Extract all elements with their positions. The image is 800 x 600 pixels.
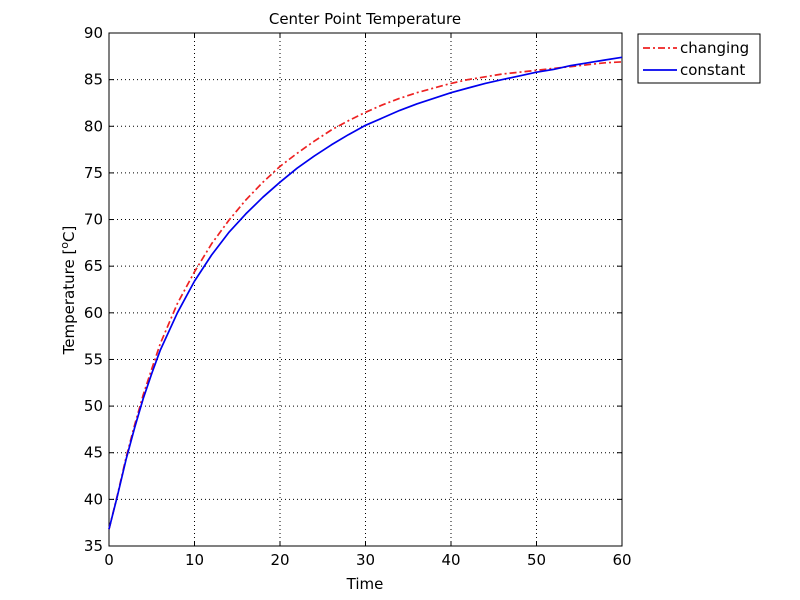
axis-ticks: 0 10 20 30 40 50 60 35 40 45 50 55 60 65 70 75 80 85 90 [84, 24, 632, 569]
y-axis-label-prefix: Temperature [ [60, 249, 78, 356]
y-axis-label: Temperature [oC] [58, 226, 78, 356]
legend-label-changing: changing [680, 39, 749, 57]
series-line-constant [108, 56, 623, 530]
x-tick-label: 50 [527, 551, 546, 569]
y-axis-label-suffix: C] [60, 226, 78, 242]
y-tick-label: 85 [84, 71, 103, 89]
y-tick-label: 70 [84, 211, 103, 229]
legend: changing constant [637, 33, 761, 84]
y-tick-label: 75 [84, 164, 103, 182]
y-tick-label: 65 [84, 257, 103, 275]
series-line-changing [108, 61, 623, 530]
x-axis-label: Time [346, 575, 384, 593]
y-tick-label: 45 [84, 444, 103, 462]
y-tick-label: 60 [84, 304, 103, 322]
y-axis-label-degree: o [58, 242, 71, 249]
x-tick-label: 60 [612, 551, 631, 569]
grid-lines [109, 33, 622, 546]
chart-title: Center Point Temperature [269, 10, 461, 28]
x-tick-label: 0 [104, 551, 114, 569]
y-tick-label: 80 [84, 117, 103, 135]
legend-box [637, 33, 761, 84]
x-tick-label: 10 [185, 551, 204, 569]
x-tick-label: 40 [441, 551, 460, 569]
legend-label-constant: constant [680, 61, 745, 79]
y-tick-label: 40 [84, 490, 103, 508]
y-tick-label: 55 [84, 350, 103, 368]
y-tick-label: 35 [84, 537, 103, 555]
x-tick-label: 20 [270, 551, 289, 569]
series-lines [108, 56, 623, 530]
y-tick-label: 50 [84, 397, 103, 415]
x-tick-label: 30 [356, 551, 375, 569]
y-tick-label: 90 [84, 24, 103, 42]
